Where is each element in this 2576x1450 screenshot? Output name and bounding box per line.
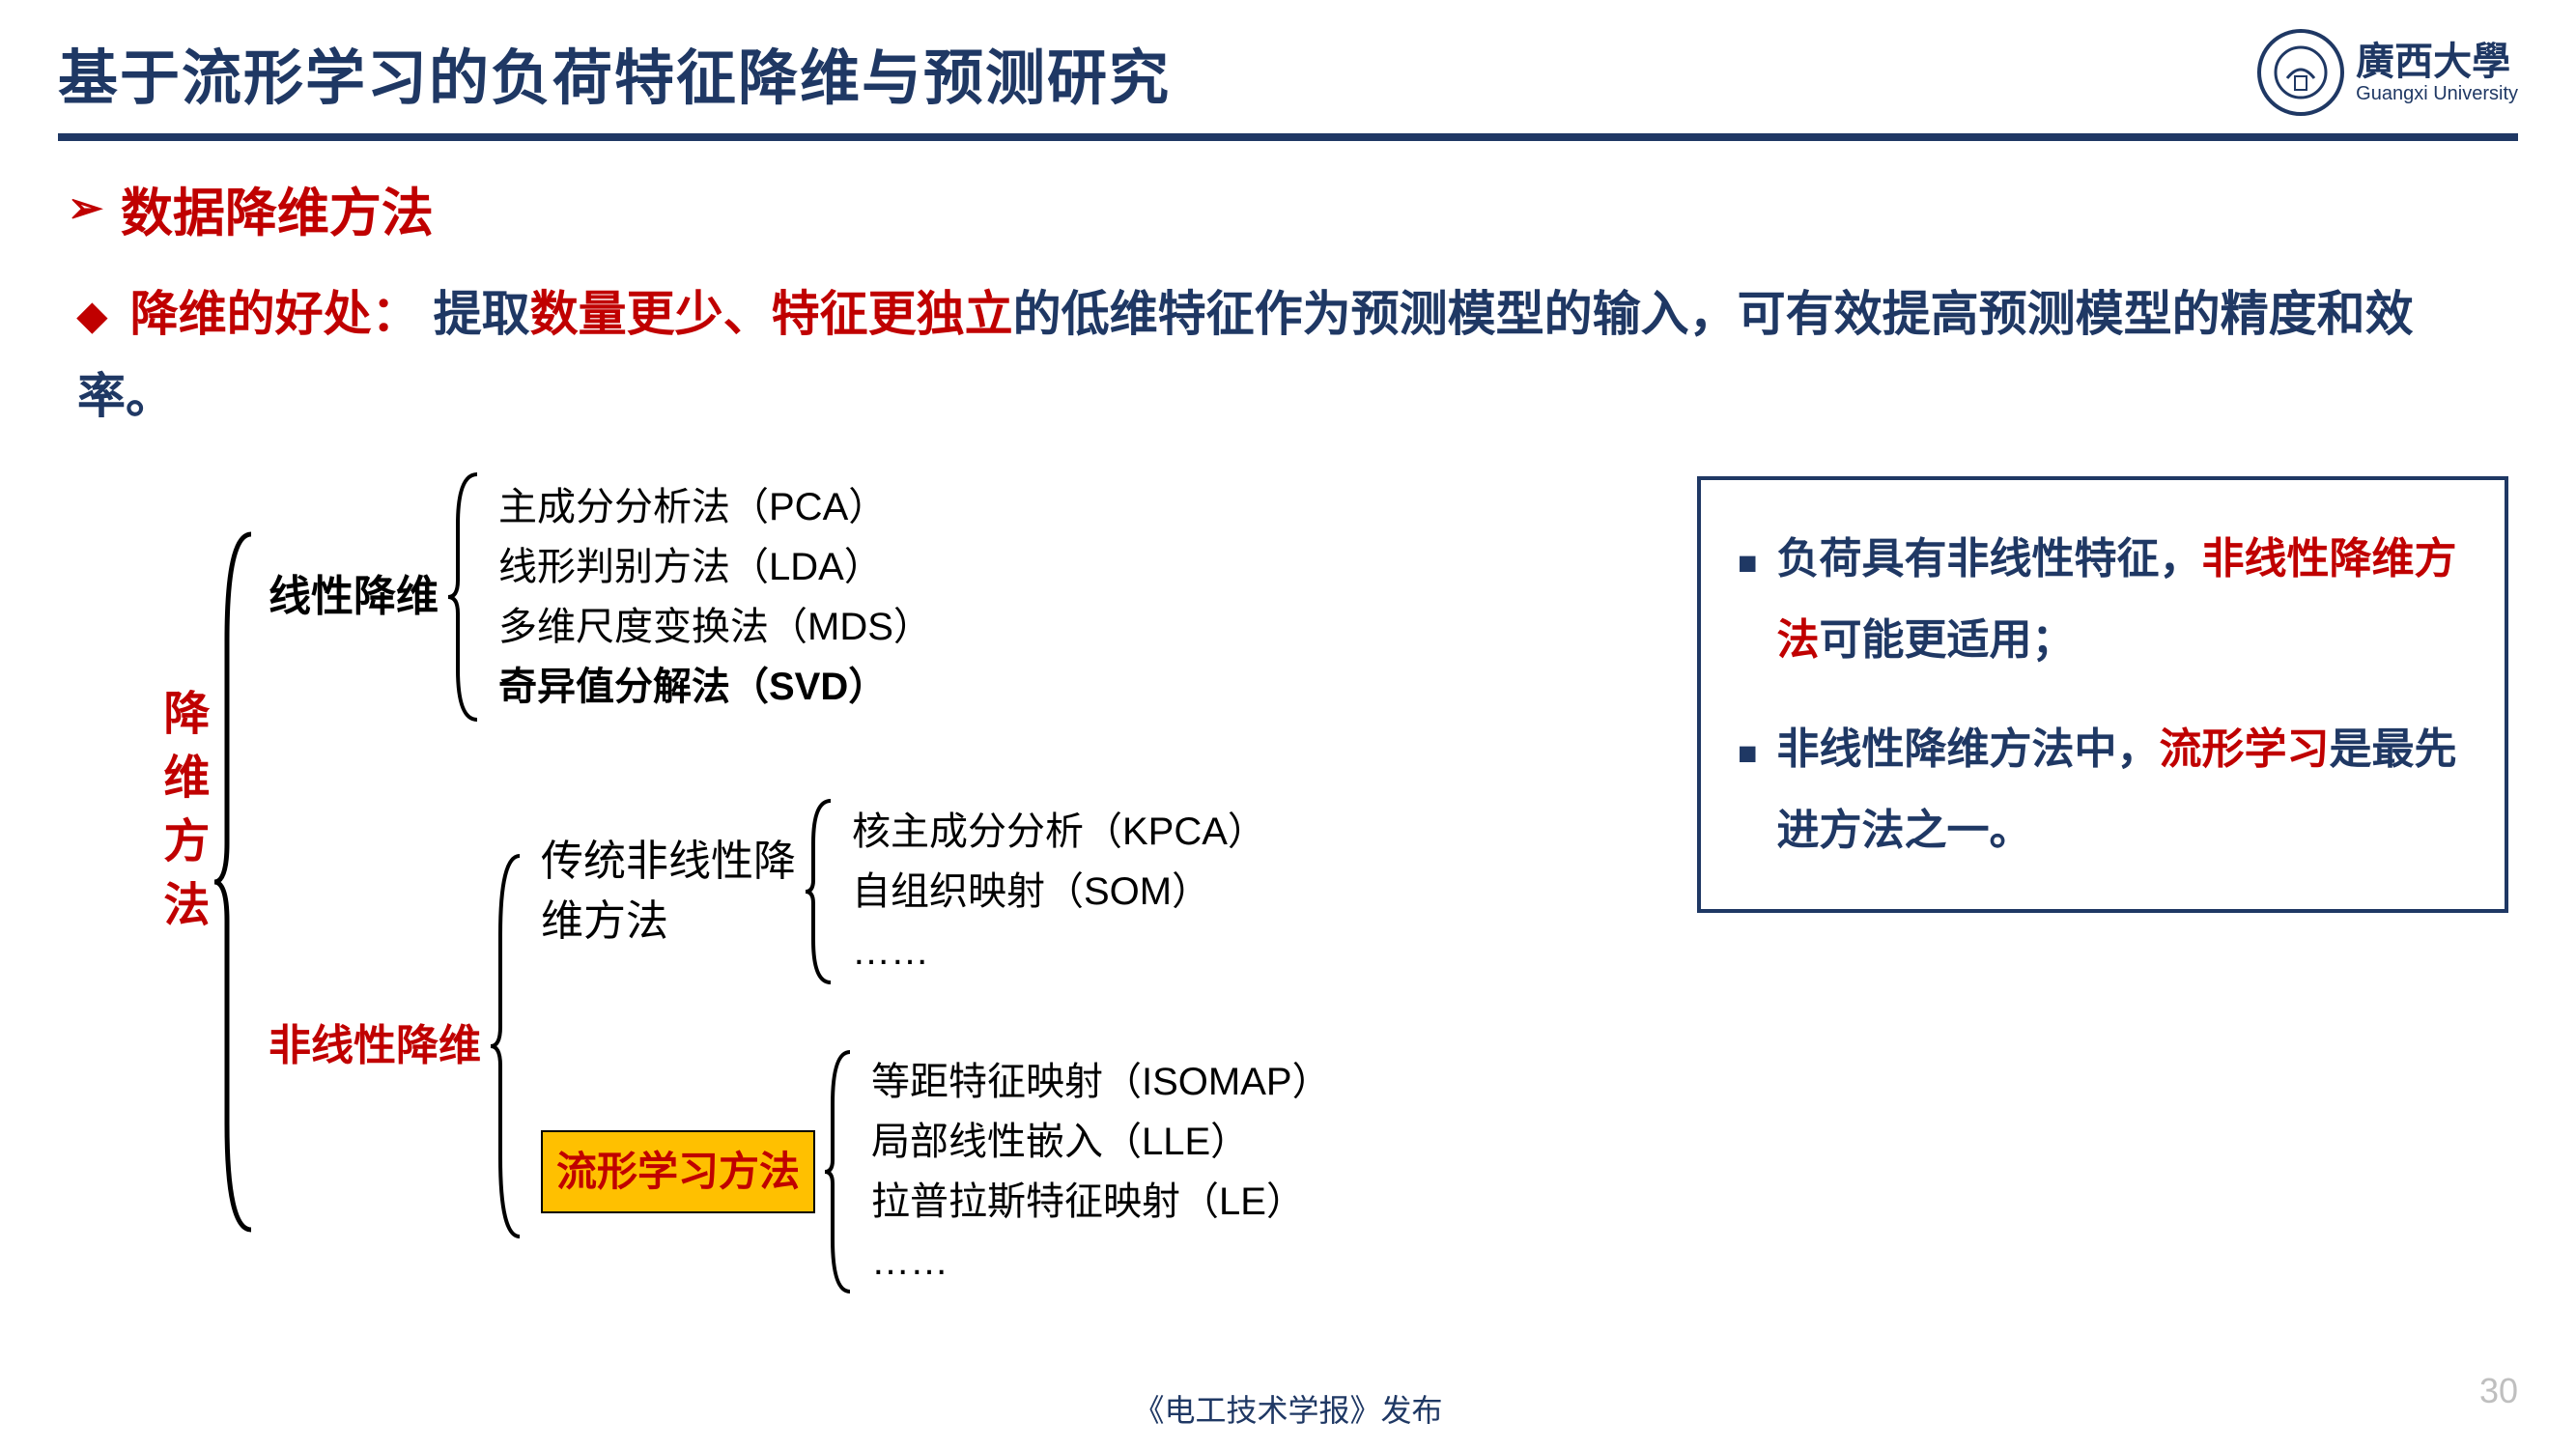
square-bullet-icon: ■ <box>1738 723 1758 785</box>
leaf-item: …… <box>871 1232 1331 1292</box>
sidebox-item: ■ 负荷具有非线性特征，非线性降维方法可能更适用； <box>1738 519 2468 680</box>
sidebox: ■ 负荷具有非线性特征，非线性降维方法可能更适用； ■ 非线性降维方法中，流形学… <box>1697 476 2508 913</box>
logo-seal-icon <box>2257 29 2344 116</box>
header-rule <box>58 133 2518 141</box>
benefit-label: 降维的好处： <box>130 287 420 341</box>
manifold-highlight-box: 流形学习方法 <box>541 1130 815 1212</box>
manifold-items: 等距特征映射（ISOMAP） 局部线性嵌入（LLE） 拉普拉斯特征映射（LE） … <box>871 1052 1331 1292</box>
benefit-line: ◆ 降维的好处： 提取数量更少、特征更独立的低维特征作为预测模型的输入，可有效提… <box>68 273 2508 438</box>
benefit-part2: 的低维特征作为预测模型的输入，可有效提高预测模型的精度和效率。 <box>77 287 2414 423</box>
leaf-item: 主成分分析法（PCA） <box>498 477 932 537</box>
leaf-item: 拉普拉斯特征映射（LE） <box>871 1172 1331 1232</box>
brace-icon <box>804 795 838 988</box>
sidebox-text: 非线性降维方法中，流形学习是最先进方法之一。 <box>1777 709 2468 870</box>
leaf-item: 等距特征映射（ISOMAP） <box>871 1052 1331 1112</box>
branch-nonlinear: 非线性降维 传统非线性降 维方法 <box>269 795 1331 1297</box>
leaf-item: 局部线性嵌入（LLE） <box>871 1112 1331 1172</box>
leaf-item: 核主成分分析（KPCA） <box>852 802 1266 862</box>
sidebox-text: 负荷具有非线性特征，非线性降维方法可能更适用； <box>1777 519 2468 680</box>
brace-icon <box>446 467 485 727</box>
branch-linear: 线性降维 主成分分析法（PCA） 线形判别方法（LDA） 多维尺度变换法（MDS… <box>269 467 1331 727</box>
benefit-part1: 提取 <box>434 287 530 341</box>
leaf-item: 自组织映射（SOM） <box>852 862 1266 922</box>
tree-root-label: 降维方法 <box>145 689 216 944</box>
logo-cn: 廣西大學 <box>2356 41 2518 83</box>
logo-en: Guangxi University <box>2356 83 2518 104</box>
footer-text: 《电工技术学报》发布 <box>0 1386 2576 1431</box>
page-number: 30 <box>2479 1371 2518 1411</box>
square-bullet-icon: ■ <box>1738 532 1758 595</box>
traditional-items: 核主成分分析（KPCA） 自组织映射（SOM） …… <box>852 802 1266 981</box>
brace-icon <box>489 848 527 1244</box>
brace-icon <box>823 1046 858 1297</box>
leaf-item: 线形判别方法（LDA） <box>498 537 932 597</box>
slide-title: 基于流形学习的负荷特征降维与预测研究 <box>58 29 1171 116</box>
branch-linear-label: 线性降维 <box>269 564 439 630</box>
section-heading-text: 数据降维方法 <box>121 170 434 246</box>
sub-traditional-label: 传统非线性降 维方法 <box>541 832 796 951</box>
leaf-item: 多维尺度变换法（MDS） <box>498 597 932 657</box>
branch-nonlinear-label: 非线性降维 <box>269 1013 481 1079</box>
slide: 基于流形学习的负荷特征降维与预测研究 廣西大學 Guangxi Universi… <box>0 0 2576 1450</box>
content: ➢ 数据降维方法 ◆ 降维的好处： 提取数量更少、特征更独立的低维特征作为预测模… <box>58 141 2518 1297</box>
leaf-item: …… <box>852 922 1266 981</box>
sub-manifold: 流形学习方法 等距特征映射（ISOMAP） 局部线性嵌入（LLE） 拉普拉斯特征… <box>541 1046 1331 1297</box>
section-heading: ➢ 数据降维方法 <box>68 170 2508 246</box>
leaf-item-bold: 奇异值分解法（SVD） <box>498 657 932 717</box>
method-tree: 降维方法 线性降维 主成分分 <box>68 467 1658 1297</box>
university-logo: 廣西大學 Guangxi University <box>2257 29 2518 116</box>
sub-traditional: 传统非线性降 维方法 核主成分分析（KPCA） 自组织映射（SOM） <box>541 795 1331 988</box>
benefit-highlight1: 数量更少、特征更独立 <box>530 287 1013 341</box>
sidebox-item: ■ 非线性降维方法中，流形学习是最先进方法之一。 <box>1738 709 2468 870</box>
triangle-bullet-icon: ➢ <box>68 184 103 233</box>
linear-items: 主成分分析法（PCA） 线形判别方法（LDA） 多维尺度变换法（MDS） 奇异值… <box>498 477 932 717</box>
diamond-bullet-icon: ◆ <box>77 295 107 337</box>
logo-text: 廣西大學 Guangxi University <box>2356 41 2518 104</box>
body-row: 降维方法 线性降维 主成分分 <box>68 467 2508 1297</box>
header: 基于流形学习的负荷特征降维与预测研究 廣西大學 Guangxi Universi… <box>58 29 2518 116</box>
brace-icon <box>212 525 261 1239</box>
